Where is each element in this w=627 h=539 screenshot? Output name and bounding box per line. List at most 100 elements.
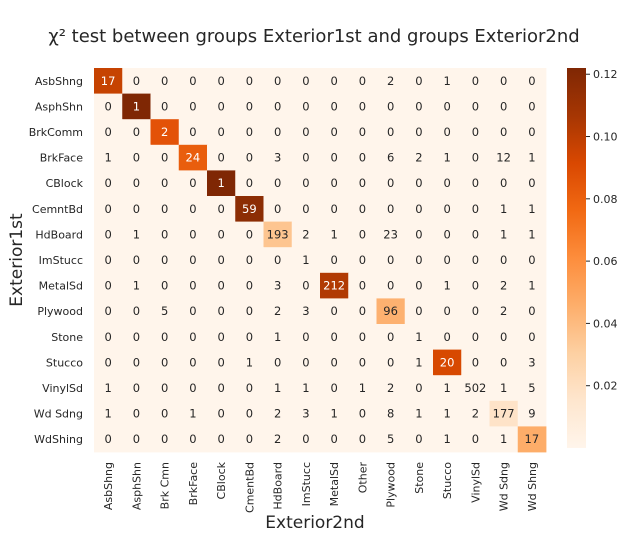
heatmap-cell xyxy=(94,375,123,402)
heatmap-cell xyxy=(404,93,434,120)
cell-value-label: 0 xyxy=(104,330,111,344)
heatmap-cell xyxy=(320,426,349,453)
cell-value-label: 0 xyxy=(274,125,281,139)
row-tick-label: MetalSd xyxy=(39,280,83,293)
heatmap-cell xyxy=(404,247,434,274)
cell-value-label: 0 xyxy=(359,355,366,369)
heatmap-cell xyxy=(94,324,123,350)
heatmap-cell xyxy=(150,324,180,350)
heatmap-cell xyxy=(263,170,293,197)
cell-value-label: 0 xyxy=(189,279,196,293)
heatmap-cell xyxy=(94,400,123,427)
cell-value-label: 0 xyxy=(246,407,253,421)
heatmap-cell xyxy=(94,144,123,171)
heatmap-cell xyxy=(517,196,547,222)
cell-value-label: 0 xyxy=(359,407,366,421)
heatmap-cell xyxy=(122,247,151,274)
cell-value-label: 0 xyxy=(415,432,422,446)
cell-value-label: 0 xyxy=(246,432,253,446)
heatmap-cell xyxy=(122,144,151,171)
heatmap-cell xyxy=(489,93,519,120)
cell-value-label: 3 xyxy=(274,279,281,293)
heatmap-cell xyxy=(433,298,462,325)
cell-value-label: 3 xyxy=(274,151,281,165)
cell-value-label: 0 xyxy=(359,176,366,190)
heatmap-cell xyxy=(376,170,406,197)
cell-value-label: 0 xyxy=(161,355,168,369)
heatmap-cell xyxy=(404,400,434,427)
heatmap-cell xyxy=(94,119,123,146)
cell-value-label: 0 xyxy=(302,330,309,344)
heatmap-cell xyxy=(122,196,151,222)
heatmap-cell xyxy=(94,93,123,120)
cell-value-label: 0 xyxy=(472,227,479,241)
heatmap-cell xyxy=(433,93,462,120)
cell-value-label: 0 xyxy=(274,176,281,190)
cell-value-label: 2 xyxy=(415,151,422,165)
heatmap-cell xyxy=(291,221,321,248)
column-tick-label: CBlock xyxy=(215,461,228,499)
cell-value-label: 0 xyxy=(104,355,111,369)
row-tick-label: Plywood xyxy=(37,305,83,318)
cell-value-label: 0 xyxy=(302,202,309,216)
cell-value-label: 0 xyxy=(472,355,479,369)
heatmap-cell xyxy=(94,170,123,197)
column-tick-label: CmentBd xyxy=(243,462,256,513)
heatmap-cell xyxy=(207,196,236,222)
cell-value-label: 0 xyxy=(415,99,422,113)
heatmap-cell xyxy=(433,375,462,402)
cell-value-label: 0 xyxy=(217,151,224,165)
heatmap-cell xyxy=(517,247,547,274)
heatmap-cell xyxy=(320,196,349,222)
cell-value-label: 0 xyxy=(133,176,140,190)
heatmap-cell xyxy=(461,400,490,427)
row-tick-label: BrkComm xyxy=(29,126,83,139)
column-tick-label: BrkFace xyxy=(187,462,200,506)
cell-value-label: 1 xyxy=(246,355,253,369)
cell-value-label: 0 xyxy=(274,202,281,216)
heatmap-cell xyxy=(94,196,123,222)
heatmap-cell xyxy=(207,400,236,427)
heatmap-cell xyxy=(263,375,293,402)
heatmap-cell xyxy=(433,349,462,376)
cell-value-label: 0 xyxy=(415,227,422,241)
cell-value-label: 0 xyxy=(189,125,196,139)
heatmap-cell xyxy=(404,170,434,197)
heatmap-cell xyxy=(461,144,490,171)
cell-value-label: 0 xyxy=(302,151,309,165)
row-tick-label: Wd Sdng xyxy=(34,408,83,421)
cell-value-label: 0 xyxy=(217,330,224,344)
cell-value-label: 0 xyxy=(528,125,535,139)
cell-value-label: 3 xyxy=(528,355,535,369)
row-tick-label: HdBoard xyxy=(35,228,83,241)
heatmap-cell xyxy=(404,375,434,402)
colorbar-tick-label: 0.10 xyxy=(593,131,618,144)
cell-value-label: 0 xyxy=(274,253,281,267)
heatmap-cell xyxy=(235,221,264,248)
cell-value-label: 2 xyxy=(161,125,168,139)
heatmap-cell xyxy=(150,298,180,325)
cell-value-label: 0 xyxy=(104,432,111,446)
heatmap-cell xyxy=(122,272,151,299)
heatmap-cell xyxy=(433,196,462,222)
cell-value-label: 0 xyxy=(415,253,422,267)
row-tick-label: WdShing xyxy=(34,433,83,446)
cell-value-label: 0 xyxy=(189,202,196,216)
heatmap-cell xyxy=(433,400,462,427)
row-tick-label: VinylSd xyxy=(42,382,83,395)
heatmap-cell xyxy=(263,426,293,453)
heatmap-cell xyxy=(433,272,462,299)
heatmap-cell xyxy=(235,68,264,94)
heatmap-cell xyxy=(178,272,208,299)
cell-value-label: 0 xyxy=(415,304,422,318)
heatmap-cell xyxy=(178,68,208,94)
heatmap-cell xyxy=(178,247,208,274)
heatmap-cell xyxy=(291,170,321,197)
cell-value-label: 0 xyxy=(161,202,168,216)
heatmap-cell xyxy=(263,144,293,171)
heatmap-cell xyxy=(348,324,377,350)
cell-value-label: 0 xyxy=(133,125,140,139)
cell-value-label: 0 xyxy=(246,330,253,344)
cell-value-label: 0 xyxy=(472,279,479,293)
